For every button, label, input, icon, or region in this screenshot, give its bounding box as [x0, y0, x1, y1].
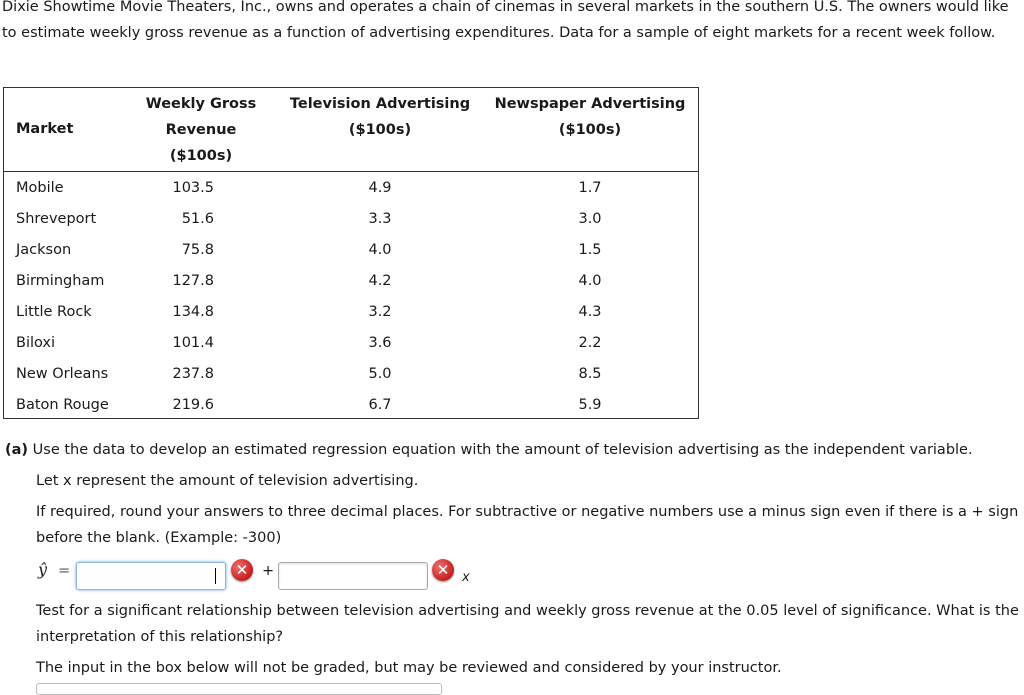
cell-revenue: 51.6: [181, 211, 214, 227]
yhat-symbol: ŷ: [38, 560, 48, 579]
cell-newspaper: 5.9: [578, 397, 602, 413]
problem-intro: Dixie Showtime Movie Theaters, Inc., own…: [2, 0, 1009, 41]
ungraded-note: The input in the box below will not be g…: [36, 660, 782, 676]
cell-newspaper: 1.5: [578, 242, 602, 258]
error-x-icon: ✕: [231, 559, 253, 581]
cell-market: New Orleans: [16, 366, 109, 382]
cell-tv: 4.9: [368, 180, 392, 196]
header-weekly-gross-line3: ($100s): [169, 148, 233, 164]
cell-tv: 3.6: [368, 335, 392, 351]
header-newspaper-line1: Newspaper Advertising: [494, 96, 686, 112]
cell-market: Jackson: [16, 242, 72, 258]
cell-newspaper: 2.2: [578, 335, 602, 351]
cell-market: Biloxi: [16, 335, 56, 351]
cell-tv: 6.7: [368, 397, 392, 413]
header-market: Market: [16, 121, 74, 137]
cell-newspaper: 3.0: [578, 211, 602, 227]
header-tv-line2: ($100s): [348, 122, 412, 138]
cell-tv: 4.2: [368, 273, 392, 289]
cell-tv: 3.3: [368, 211, 392, 227]
cell-tv: 5.0: [368, 366, 392, 382]
cell-market: Little Rock: [16, 304, 92, 320]
cell-revenue: 127.8: [172, 273, 214, 289]
header-tv-line1: Television Advertising: [289, 96, 471, 112]
rounding-instructions: If required, round your answers to three…: [36, 504, 1019, 546]
cell-revenue: 101.4: [172, 335, 214, 351]
error-x-icon: ✕: [432, 559, 454, 581]
cell-revenue: 75.8: [181, 242, 214, 258]
cell-newspaper: 4.3: [578, 304, 602, 320]
cell-market: Mobile: [16, 180, 64, 196]
x-symbol: x: [462, 570, 470, 585]
part-a-text: (a) Use the data to develop an estimated…: [5, 437, 1023, 463]
header-weekly-gross-line1: Weekly Gross: [145, 96, 257, 112]
cell-tv: 4.0: [368, 242, 392, 258]
cell-revenue: 103.5: [172, 180, 214, 196]
cell-market: Baton Rouge: [16, 397, 109, 413]
cell-revenue: 237.8: [172, 366, 214, 382]
interpretation-textarea[interactable]: [36, 683, 442, 695]
cell-newspaper: 1.7: [578, 180, 602, 196]
text-cursor: [215, 568, 216, 584]
intercept-input[interactable]: [76, 562, 226, 590]
plus-sign: +: [262, 563, 275, 579]
part-a-label: (a): [5, 442, 29, 458]
header-newspaper-line2: ($100s): [558, 122, 622, 138]
cell-newspaper: 8.5: [578, 366, 602, 382]
cell-market: Shreveport: [16, 211, 97, 227]
equals-sign: =: [58, 563, 71, 579]
significance-test-question: Test for a significant relationship betw…: [36, 603, 1019, 645]
let-x-text: Let x represent the amount of television…: [36, 473, 419, 489]
cell-newspaper: 4.0: [578, 273, 602, 289]
header-divider: [4, 171, 698, 172]
part-a-prompt: Use the data to develop an estimated reg…: [32, 442, 973, 458]
cell-revenue: 134.8: [172, 304, 214, 320]
cell-tv: 3.2: [368, 304, 392, 320]
header-weekly-gross-line2: Revenue: [165, 122, 237, 138]
cell-revenue: 219.6: [172, 397, 214, 413]
data-table: Market Weekly Gross Revenue ($100s) Tele…: [3, 87, 699, 419]
cell-market: Birmingham: [16, 273, 105, 289]
slope-input[interactable]: [278, 562, 428, 590]
